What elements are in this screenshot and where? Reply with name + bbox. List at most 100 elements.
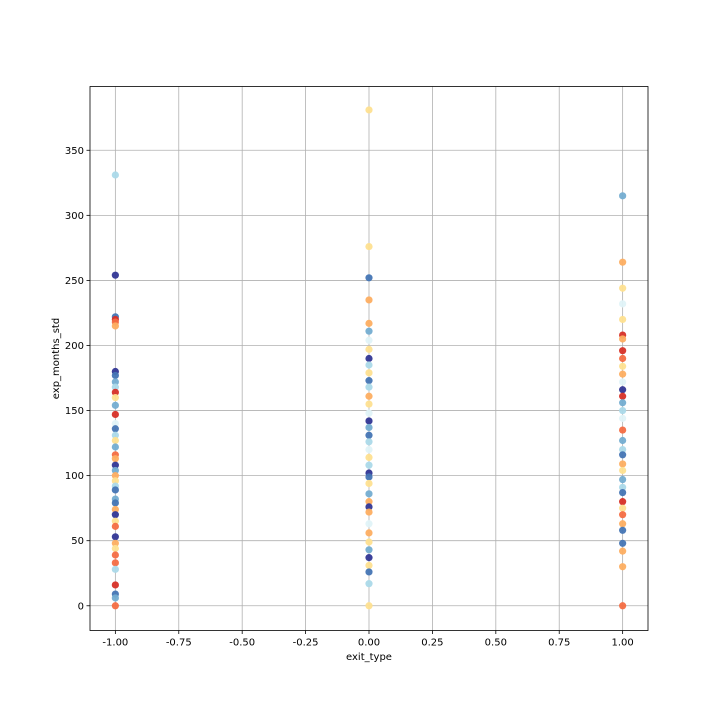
data-point bbox=[111, 436, 119, 445]
data-point bbox=[365, 438, 373, 446]
data-point bbox=[111, 401, 119, 409]
data-point bbox=[365, 538, 373, 546]
data-point bbox=[365, 520, 373, 528]
data-point bbox=[111, 393, 119, 402]
data-point bbox=[619, 446, 627, 454]
data-point bbox=[365, 431, 373, 439]
data-point bbox=[365, 296, 373, 304]
y-tick-label: 350 bbox=[65, 146, 84, 157]
x-tick-label: -0.75 bbox=[166, 638, 192, 649]
data-point bbox=[365, 106, 373, 114]
data-point bbox=[619, 414, 627, 422]
data-point bbox=[111, 410, 119, 419]
data-point bbox=[111, 171, 119, 179]
data-point bbox=[111, 581, 119, 589]
data-point bbox=[619, 315, 627, 324]
data-point bbox=[111, 539, 119, 547]
data-point bbox=[365, 377, 373, 385]
x-tick-label: -0.25 bbox=[293, 638, 319, 649]
data-point bbox=[365, 561, 373, 570]
data-point bbox=[111, 461, 119, 469]
data-point bbox=[619, 451, 627, 459]
y-axis-label: exp_months_std bbox=[51, 318, 62, 399]
data-point bbox=[111, 551, 119, 559]
x-tick-label: 0.25 bbox=[421, 638, 443, 649]
y-tick-label: 300 bbox=[65, 211, 84, 222]
data-point bbox=[365, 274, 373, 282]
data-point bbox=[365, 554, 373, 562]
data-point bbox=[365, 242, 373, 251]
data-point bbox=[619, 526, 627, 534]
data-point bbox=[365, 503, 373, 511]
data-point bbox=[365, 546, 373, 554]
y-tick-label: 100 bbox=[65, 471, 84, 482]
data-point bbox=[619, 436, 627, 445]
data-point bbox=[111, 383, 119, 391]
data-point bbox=[619, 602, 627, 610]
data-point bbox=[365, 327, 373, 335]
data-point bbox=[619, 426, 627, 434]
data-point bbox=[111, 443, 119, 451]
data-point bbox=[619, 354, 627, 363]
y-tick-label: 250 bbox=[65, 276, 84, 287]
data-point bbox=[365, 423, 373, 432]
data-point bbox=[619, 386, 627, 394]
data-point bbox=[365, 446, 373, 454]
data-point bbox=[619, 370, 627, 378]
data-point bbox=[365, 490, 373, 498]
data-point bbox=[365, 409, 373, 417]
data-point bbox=[365, 392, 373, 400]
data-point bbox=[111, 472, 119, 480]
data-point bbox=[111, 271, 119, 279]
data-point bbox=[365, 568, 373, 576]
data-point bbox=[619, 547, 627, 555]
data-point bbox=[619, 378, 627, 386]
data-point bbox=[111, 505, 119, 514]
data-point bbox=[619, 520, 627, 528]
data-point bbox=[111, 565, 119, 573]
data-point bbox=[111, 388, 119, 396]
data-point bbox=[619, 392, 627, 400]
data-point bbox=[619, 406, 627, 415]
data-point bbox=[111, 559, 119, 567]
x-tick-label: 0.50 bbox=[485, 638, 507, 649]
data-point bbox=[365, 361, 373, 369]
data-point bbox=[111, 322, 119, 330]
data-point bbox=[111, 544, 119, 553]
data-point bbox=[619, 488, 627, 497]
data-point bbox=[619, 258, 627, 266]
data-point bbox=[619, 563, 627, 571]
data-point bbox=[619, 466, 627, 475]
data-point bbox=[365, 453, 373, 462]
data-point bbox=[365, 580, 373, 588]
x-tick-label: 1.00 bbox=[612, 638, 634, 649]
data-point bbox=[619, 192, 627, 200]
y-tick-label: 50 bbox=[71, 536, 84, 547]
data-point bbox=[365, 461, 373, 469]
data-point bbox=[365, 336, 373, 344]
data-point bbox=[365, 345, 373, 353]
data-point bbox=[111, 371, 119, 380]
data-point bbox=[111, 419, 119, 428]
x-tick-label: -0.50 bbox=[229, 638, 255, 649]
data-point bbox=[619, 475, 627, 484]
data-point bbox=[619, 539, 627, 547]
y-tick-label: 150 bbox=[65, 406, 84, 417]
data-point bbox=[111, 378, 119, 386]
data-point bbox=[111, 425, 119, 433]
data-point bbox=[365, 400, 373, 408]
data-point bbox=[619, 504, 627, 512]
data-point bbox=[111, 522, 119, 530]
data-point bbox=[365, 369, 373, 377]
data-point bbox=[365, 602, 373, 610]
data-point bbox=[365, 498, 373, 506]
data-point bbox=[619, 483, 627, 491]
data-point bbox=[619, 335, 627, 343]
data-point bbox=[365, 529, 373, 537]
x-axis-label: exit_type bbox=[346, 652, 392, 663]
data-point bbox=[111, 499, 119, 507]
data-point bbox=[111, 455, 119, 463]
x-tick-label: 0.00 bbox=[358, 638, 380, 649]
